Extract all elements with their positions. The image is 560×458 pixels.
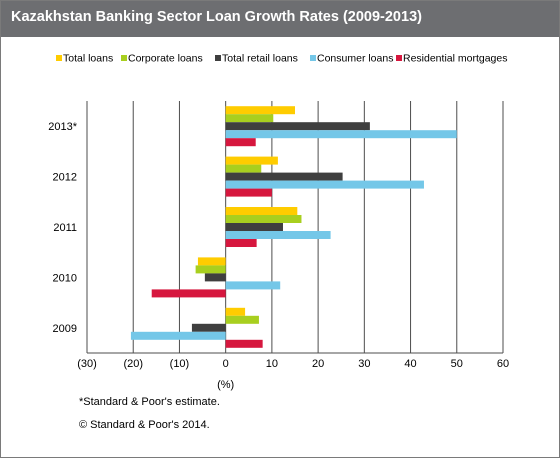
bar	[225, 156, 278, 165]
bar	[195, 265, 226, 274]
bar	[225, 114, 274, 123]
y-category-label: 2013*	[48, 121, 77, 133]
x-tick-label: 60	[497, 358, 509, 370]
x-tick-label: 40	[404, 358, 416, 370]
x-tick-label: (10)	[170, 358, 190, 370]
y-category-label: 2010	[53, 272, 77, 284]
y-category-label: 2012	[53, 172, 77, 184]
legend-swatch	[215, 55, 221, 61]
x-tick-label: (20)	[123, 358, 143, 370]
legend-swatch	[396, 55, 402, 61]
legend-label: Total retail loans	[222, 53, 298, 65]
x-tick-label: 10	[266, 358, 278, 370]
bar	[225, 130, 457, 139]
bar	[197, 257, 226, 266]
x-tick-label: 0	[223, 358, 229, 370]
bar	[225, 315, 259, 324]
bar	[225, 281, 281, 290]
x-tick-label: (30)	[77, 358, 97, 370]
bar	[225, 180, 424, 189]
x-tick-label: 20	[312, 358, 324, 370]
legend-swatch	[121, 55, 127, 61]
legend-swatch	[56, 55, 62, 61]
x-tick-label: 50	[451, 358, 463, 370]
bar	[225, 215, 302, 223]
x-axis-title: (%)	[217, 379, 234, 391]
bar	[225, 239, 257, 247]
bar	[225, 106, 295, 115]
bar-chart: Total loans Corporate loans Total retail l…	[48, 53, 509, 392]
title-bar: Kazakhstan Banking Sector Loan Growth Ra…	[1, 1, 559, 37]
bar	[151, 289, 226, 298]
bar	[225, 307, 246, 316]
legend-swatch	[310, 55, 316, 61]
copyright-note: © Standard & Poor's 2014.	[79, 419, 210, 431]
bar	[225, 138, 256, 147]
bar	[225, 122, 370, 131]
bar	[204, 273, 226, 282]
bar	[225, 164, 262, 173]
bar	[191, 323, 226, 332]
x-tick-label: 30	[358, 358, 370, 370]
bar	[225, 172, 343, 181]
bar	[225, 231, 331, 239]
chart-title: Kazakhstan Banking Sector Loan Growth Ra…	[11, 9, 422, 25]
legend-label: Consumer loans	[317, 53, 393, 65]
bar	[225, 188, 272, 197]
bar	[225, 339, 263, 348]
bar	[130, 331, 226, 340]
legend-label: Total loans	[63, 53, 113, 65]
y-category-label: 2011	[53, 222, 77, 234]
footnote: *Standard & Poor's estimate.	[79, 396, 220, 408]
bar	[225, 223, 283, 231]
y-category-label: 2009	[53, 323, 77, 335]
bar	[225, 207, 298, 215]
legend-label: Residential mortgages	[403, 53, 507, 65]
legend-label: Corporate loans	[128, 53, 203, 65]
